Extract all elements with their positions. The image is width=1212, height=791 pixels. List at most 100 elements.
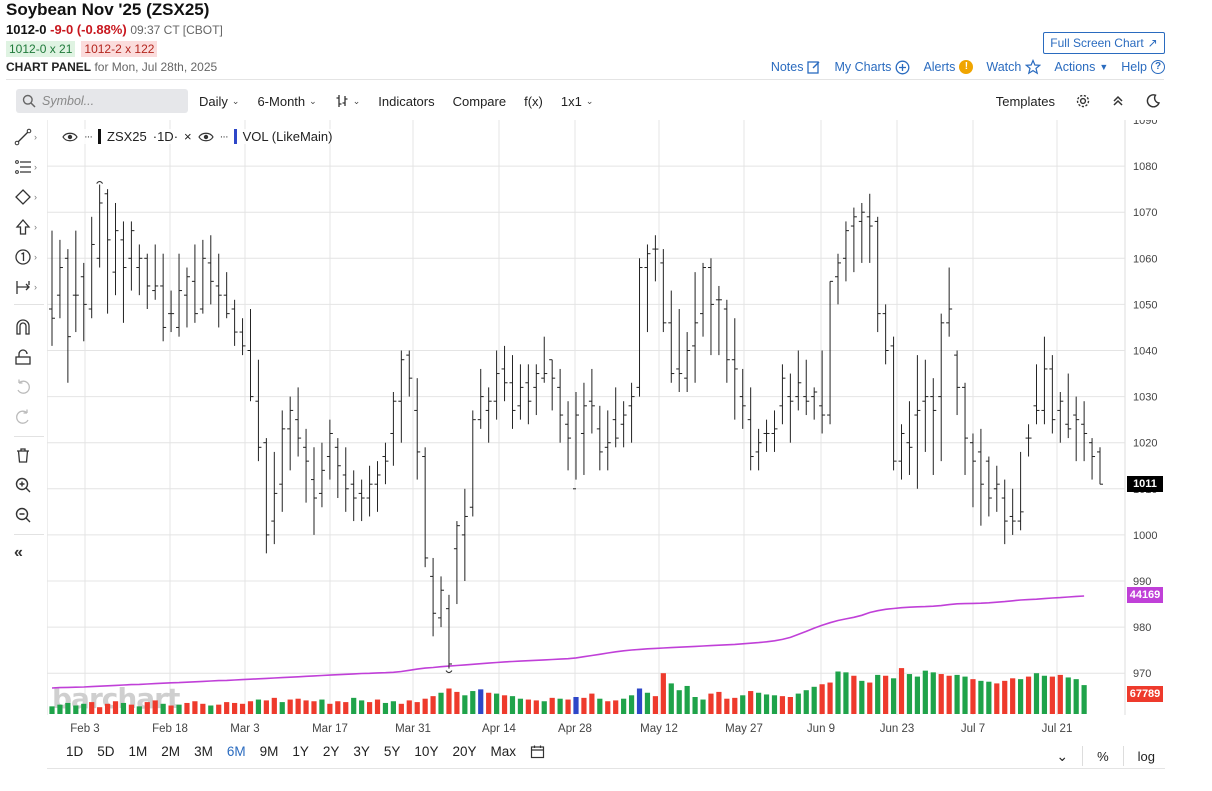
full-screen-chart-button[interactable]: Full Screen Chart ↗ — [1043, 32, 1165, 54]
shapes-tool[interactable]: › — [14, 186, 46, 208]
volume-bar — [660, 673, 666, 714]
range-select[interactable]: 6-Month ⌄ — [257, 94, 316, 109]
range-1d-button[interactable]: 1D — [66, 744, 84, 759]
my-charts-link[interactable]: My Charts — [834, 60, 910, 75]
period-high-marker — [96, 181, 104, 184]
range-9m-button[interactable]: 9M — [259, 744, 279, 759]
actions-label: Actions — [1054, 60, 1096, 74]
zoom-out-tool[interactable] — [14, 504, 46, 526]
calendar-icon[interactable] — [530, 744, 545, 759]
trendline-tool[interactable]: › — [14, 126, 46, 148]
undo-tool[interactable] — [14, 376, 46, 398]
chevron-down-icon: ⌄ — [309, 95, 317, 106]
range-5y-button[interactable]: 5Y — [383, 744, 401, 759]
volume-bar — [732, 697, 738, 714]
dark-mode-icon[interactable] — [1145, 93, 1161, 109]
date-tick-label: Jul 21 — [1042, 723, 1073, 735]
remove-series-icon[interactable]: × — [184, 129, 192, 144]
price-chart[interactable]: 1090108010701060105010401030102010101000… — [47, 120, 1165, 740]
symbol-search[interactable]: Symbol... — [16, 89, 188, 113]
help-icon: ? — [1151, 60, 1165, 74]
percent-scale-toggle[interactable]: % — [1097, 748, 1109, 764]
ohlc-bar — [612, 387, 619, 448]
eye-icon[interactable] — [197, 131, 214, 143]
volume-bar — [319, 699, 325, 714]
volume-bar — [438, 692, 444, 714]
range-max-button[interactable]: Max — [490, 744, 516, 759]
interval-select[interactable]: Daily ⌄ — [199, 94, 239, 109]
zoom-in-tool[interactable] — [14, 474, 46, 496]
arrow-tool[interactable]: › — [14, 216, 46, 238]
range-2m-button[interactable]: 2M — [161, 744, 181, 759]
measure-tool[interactable]: › — [14, 276, 46, 298]
compare-button[interactable]: Compare — [452, 93, 507, 109]
magnet-tool[interactable] — [14, 316, 46, 338]
watch-link[interactable]: Watch — [986, 59, 1042, 75]
volume-last-tag: 67789 — [1127, 686, 1163, 702]
ohlc-bar — [819, 350, 826, 434]
range-3y-button[interactable]: 3Y — [353, 744, 370, 759]
ohlc-bar — [390, 391, 397, 466]
header-divider — [6, 79, 1164, 80]
volume-bar — [1025, 676, 1032, 714]
ohlc-bar — [342, 447, 349, 512]
collapse-up-icon[interactable] — [1111, 94, 1125, 108]
ohlc-bar — [747, 387, 754, 471]
more-options-icon[interactable]: ··· — [219, 130, 229, 143]
gear-icon[interactable] — [1075, 93, 1091, 109]
volume-bar — [890, 678, 897, 714]
collapse-tools-button[interactable]: « — [14, 542, 46, 564]
volume-color-swatch — [233, 129, 237, 144]
ohlc-bar — [104, 189, 111, 314]
range-20y-button[interactable]: 20Y — [452, 744, 477, 759]
log-scale-toggle[interactable]: log — [1137, 748, 1155, 764]
ohlc-bar — [890, 336, 897, 471]
actions-menu[interactable]: Actions ▼ — [1054, 60, 1108, 74]
fx-button[interactable]: f(x) — [524, 93, 543, 109]
range-3m-button[interactable]: 3M — [194, 744, 213, 759]
lock-tool[interactable] — [14, 346, 46, 368]
ohlc-bar — [350, 470, 357, 522]
ohlc-bar — [199, 239, 206, 314]
layout-select[interactable]: 1x1 ⌄ — [561, 94, 594, 109]
fib-tool[interactable]: › — [14, 156, 46, 178]
volume-bar — [748, 691, 754, 714]
ohlc-bar — [692, 272, 699, 383]
templates-button[interactable]: Templates — [995, 93, 1055, 109]
volume-bar — [771, 695, 778, 714]
volume-bar — [239, 703, 246, 714]
delete-tool[interactable] — [14, 444, 46, 466]
volume-bar — [787, 697, 793, 714]
ohlc-bar — [684, 332, 691, 392]
ohlc-bar — [1073, 396, 1080, 462]
double-chevron-down-icon[interactable]: ⌄ — [1056, 747, 1069, 764]
measure-icon — [16, 281, 30, 294]
indicators-button[interactable]: Indicators — [378, 93, 435, 109]
volume-bar — [509, 696, 516, 714]
ohlc-bar — [215, 253, 222, 328]
help-link[interactable]: Help ? — [1121, 60, 1165, 74]
range-10y-button[interactable]: 10Y — [414, 744, 439, 759]
range-6m-button[interactable]: 6M — [226, 744, 246, 759]
more-options-icon[interactable]: ··· — [84, 130, 93, 143]
volume-bar — [89, 702, 95, 714]
volume-bar — [1073, 679, 1079, 714]
ohlc-bar — [422, 447, 429, 568]
redo-tool[interactable] — [14, 406, 46, 428]
notes-link[interactable]: Notes — [771, 60, 822, 74]
volume-bar — [811, 686, 817, 714]
alerts-link[interactable]: Alerts ! — [923, 60, 974, 74]
chart-type-select[interactable]: ⌄ — [335, 94, 360, 108]
ohlc-bar — [485, 387, 492, 443]
chart-area[interactable]: 1090108010701060105010401030102010101000… — [47, 120, 1165, 740]
volume-bar — [954, 674, 960, 714]
annotation-tool[interactable]: › — [14, 246, 46, 268]
range-2y-button[interactable]: 2Y — [322, 744, 340, 759]
chevron-right-icon: › — [34, 162, 37, 172]
range-1m-button[interactable]: 1M — [128, 744, 148, 759]
range-5d-button[interactable]: 5D — [97, 744, 115, 759]
eye-icon[interactable] — [62, 131, 78, 143]
ohlc-bar — [914, 355, 921, 489]
range-1y-button[interactable]: 1Y — [292, 744, 309, 759]
my-charts-label: My Charts — [834, 60, 892, 74]
